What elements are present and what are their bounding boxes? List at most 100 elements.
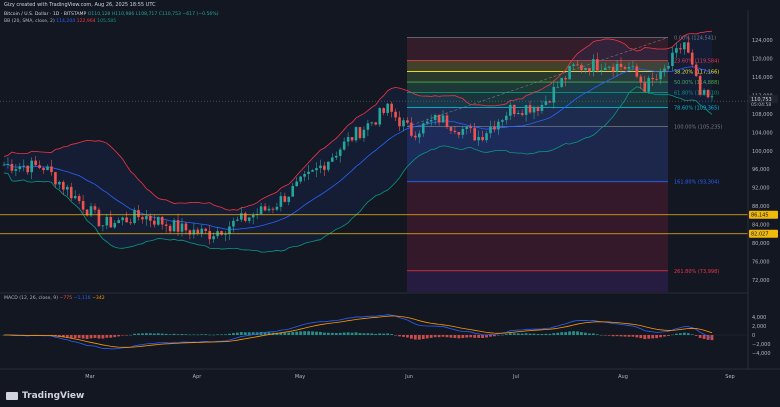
candle-body [283, 196, 287, 202]
candle-body [588, 68, 591, 72]
candle-body [536, 107, 540, 111]
candle-body [362, 129, 366, 139]
candle-body [374, 122, 378, 125]
price-tick-label: 116,000 [752, 75, 773, 81]
candle-body [327, 161, 330, 170]
candle-body [382, 108, 386, 113]
macd-hist-bar [69, 335, 73, 338]
candle-body [655, 79, 658, 80]
candle-body [22, 165, 26, 167]
candle-body [232, 220, 235, 227]
macd-hist-bar [57, 335, 61, 337]
fib-zone [407, 71, 668, 83]
candle-body [58, 181, 61, 185]
candle-body [247, 217, 251, 221]
candle-body [532, 107, 536, 113]
candle-body [109, 216, 113, 228]
macd-hist-bar [354, 332, 358, 335]
candle-body [65, 186, 69, 190]
candle-body [196, 229, 200, 234]
macd-hist-bar [342, 332, 346, 335]
macd-hist-bar [631, 335, 635, 337]
macd-signal-value: −342 [92, 296, 105, 301]
candle-body [200, 228, 204, 234]
candle-body [489, 126, 492, 134]
level-low-badge: 82,027 [751, 232, 769, 238]
macd-hist-bar [437, 335, 441, 338]
macd-label[interactable]: MACD (12, 26, close, 9) [4, 296, 59, 301]
candle-body [568, 65, 571, 80]
macd-hist-bar [595, 334, 599, 335]
macd-hist-bar [121, 335, 125, 336]
macd-hist-bar [702, 335, 706, 339]
macd-hist-bar [105, 335, 109, 338]
candle-body [338, 149, 342, 156]
macd-hist-bar [386, 333, 390, 335]
macd-hist-bar [497, 335, 500, 336]
macd-hist-bar [141, 333, 144, 335]
macd-hist-bar [461, 335, 465, 339]
tradingview-logo[interactable]: TradingView [6, 390, 84, 402]
macd-hist-bar [184, 334, 188, 335]
macd-hist-bar [243, 332, 247, 335]
candle-body [663, 68, 666, 71]
candle-body [710, 96, 714, 98]
macd-hist-bar [283, 332, 287, 335]
candle-body [117, 220, 121, 224]
axes[interactable]: 124,000120,000116,000112,000108,000104,0… [0, 10, 780, 380]
macd-legend[interactable]: MACD (12, 26, close, 9) −775 −1,116 −342 [4, 296, 105, 302]
candle-body [168, 225, 172, 232]
candle-body [188, 230, 192, 235]
macd-hist-bar [619, 335, 623, 337]
macd-hist-bar [216, 334, 219, 335]
candle-body [595, 59, 599, 71]
price-tick-label: 100,000 [752, 149, 773, 155]
bb-legend[interactable]: BB (20, SMA, close, 2) 114,204 122,964 1… [4, 19, 116, 25]
bb-lower-value: 105,585 [97, 19, 117, 24]
candle-body [208, 230, 211, 240]
fib-zone [407, 181, 668, 271]
candle-body [62, 181, 65, 190]
candle-body [706, 90, 710, 98]
macd-hist-bar [572, 331, 575, 335]
candle-body [671, 52, 674, 66]
candle-body [619, 63, 623, 68]
candle-body [30, 160, 33, 173]
macd-hist-bar [584, 332, 587, 335]
candle-body [236, 219, 239, 221]
candle-body [323, 165, 326, 170]
macd-hist-bar [635, 335, 639, 338]
macd-tick-label: 4,000 [752, 315, 766, 321]
symbol-legend[interactable]: Bitcoin / U.S. Dollar · 1D · BITSTAMP O1… [4, 12, 219, 18]
candle-body [429, 120, 433, 122]
symbol-name[interactable]: Bitcoin / U.S. Dollar · 1D · BITSTAMP [4, 12, 87, 17]
price-tick-label: 104,000 [752, 130, 773, 136]
candle-body [275, 206, 279, 210]
fib-label: 23.60% (119,584) [674, 58, 719, 64]
macd-hist-bar [322, 332, 326, 335]
candle-body [540, 104, 544, 111]
candle-body [243, 213, 247, 221]
macd-hist-bar [117, 335, 121, 337]
candle-body [350, 137, 354, 141]
macd-hist-bar [485, 335, 488, 338]
candle-body [528, 105, 532, 113]
macd-hist-bar [109, 335, 113, 338]
macd-hist-bar [338, 332, 342, 335]
macd-hist-value: −775 [59, 296, 73, 301]
macd-hist-bar [113, 335, 117, 338]
fib-retracement[interactable]: 0.00% (124,541)23.60% (119,584)38.20% (1… [406, 36, 722, 292]
macd-hist-bar [362, 333, 366, 335]
candle-body [512, 104, 516, 115]
horizontal-levels[interactable] [0, 100, 748, 235]
candle-body [690, 52, 694, 65]
candle-body [418, 133, 421, 138]
candle-body [576, 64, 579, 66]
candle-body [113, 223, 117, 228]
macd-hist-bar [706, 335, 710, 340]
bb-label[interactable]: BB (20, SMA, close, 2) [4, 19, 55, 24]
macd-hist-bar [374, 333, 378, 335]
